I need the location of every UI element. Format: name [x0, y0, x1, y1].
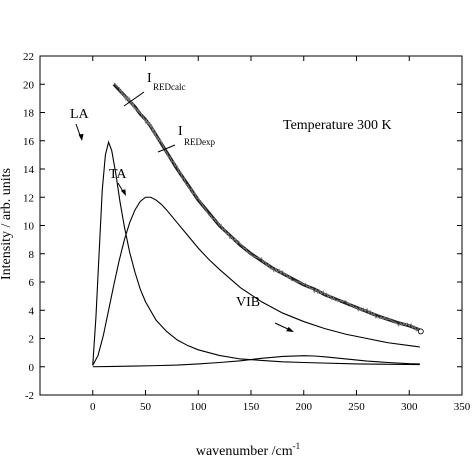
- axis-ticks: 0 50 100 150 200 250 300 350 -2 0 2 4 6 8 10 12 14 16 18 20…: [23, 51, 471, 413]
- series-line-ta: [92, 196, 420, 366]
- arrow-vib: [274, 322, 291, 331]
- y-tick-label: 8: [29, 249, 35, 261]
- x-tick-label: 350: [454, 401, 471, 413]
- y-tick-label: 14: [23, 164, 35, 176]
- annotations: Temperature 300 K LA TA VIB I REDcalc I …: [70, 71, 392, 332]
- series-line-i-redexp: [113, 82, 421, 332]
- y-tick-label: 6: [29, 277, 35, 289]
- y-tick-label: 12: [23, 192, 34, 204]
- x-tick-label: 250: [348, 401, 365, 413]
- y-tick-label: 18: [23, 108, 35, 120]
- x-tick-label: 300: [401, 401, 418, 413]
- arrow-vib-head: [286, 326, 294, 332]
- y-axis-label: Intensity / arb. units: [0, 168, 14, 280]
- arrow-ta-head: [120, 189, 126, 196]
- annotation-temperature: Temperature 300 K: [283, 118, 392, 133]
- y-tick-label: 0: [29, 362, 35, 374]
- y-tick-label: 4: [29, 305, 35, 317]
- annotation-ta: TA: [109, 167, 127, 182]
- x-axis-label: wavenumber /cm-1: [196, 441, 300, 459]
- x-axis-label-sup: -1: [293, 441, 301, 451]
- x-tick-label: 200: [296, 401, 313, 413]
- series-end-point-i-redexp: [417, 328, 424, 335]
- x-tick-label: 0: [90, 401, 96, 413]
- y-tick-label: 10: [23, 221, 35, 233]
- arrow-la-head: [78, 134, 84, 141]
- x-axis-label-main: wavenumber /cm: [196, 444, 293, 459]
- annotation-exp-sub: REDexp: [184, 137, 215, 147]
- y-tick-label: 16: [23, 136, 35, 148]
- annotation-calc-sub: REDcalc: [153, 82, 185, 92]
- annotation-calc-main: I: [147, 71, 152, 86]
- x-tick-label: 100: [190, 401, 207, 413]
- arrow-calc: [123, 91, 145, 107]
- arrow-exp: [157, 144, 176, 153]
- annotation-la: LA: [70, 107, 90, 122]
- y-tick-label: 20: [23, 79, 35, 91]
- x-tick-label: 50: [140, 401, 152, 413]
- y-tick-label: 2: [29, 334, 35, 346]
- series-line-vib: [92, 355, 420, 368]
- x-tick-label: 150: [243, 401, 260, 413]
- series-line-la: [92, 140, 420, 366]
- annotation-vib: VIB: [236, 295, 260, 310]
- y-tick-label: 22: [23, 51, 34, 63]
- y-tick-label: -2: [25, 390, 34, 402]
- series-group: [92, 82, 424, 368]
- annotation-exp-main: I: [178, 124, 183, 139]
